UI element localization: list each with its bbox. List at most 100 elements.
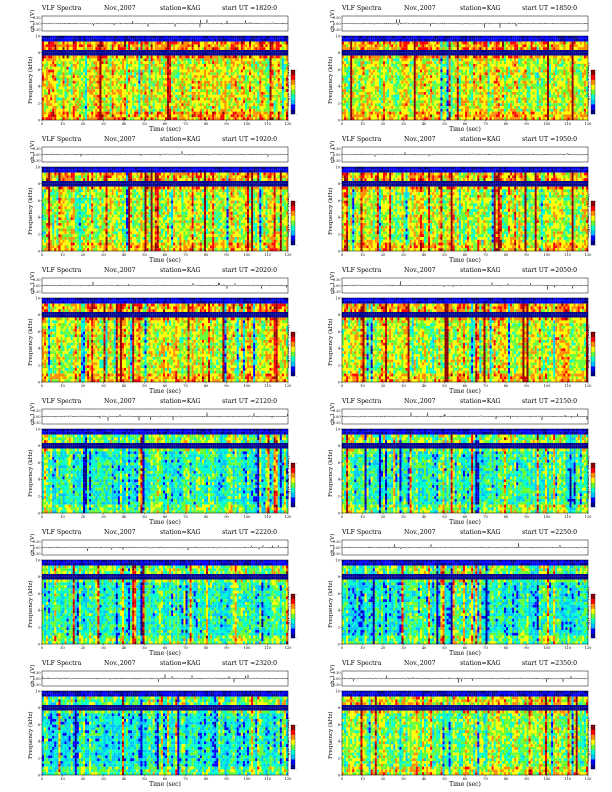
spectrogram-cell: [152, 117, 155, 121]
spectrogram-cell: [409, 83, 412, 87]
spectrogram-cell: [362, 72, 365, 76]
spectrogram-cell: [222, 69, 225, 73]
spectrogram-cell: [68, 80, 71, 84]
spectrogram-cell: [62, 89, 65, 93]
spectrogram-cell: [191, 69, 194, 73]
spectrogram-cell: [428, 114, 431, 118]
spectrogram-cell: [191, 83, 194, 87]
spectrogram-cell: [376, 94, 379, 98]
spectrogram-cell: [60, 61, 63, 65]
spectrogram-cell: [189, 111, 192, 115]
spectrogram-cell: [191, 44, 194, 48]
spectrogram-cell: [68, 100, 71, 104]
spectrogram-cell: [405, 114, 408, 118]
spectrogram-cell: [95, 106, 98, 109]
spectrogram-cell: [167, 89, 170, 93]
spectrogram-cell: [389, 69, 392, 73]
spectrogram-cell: [350, 83, 353, 87]
spectrogram-cell: [277, 111, 280, 115]
spectrogram-cell: [54, 108, 57, 112]
spectrogram-cell: [247, 44, 250, 48]
spectrogram-cell: [136, 61, 139, 65]
spectrogram-cell: [417, 92, 420, 95]
spectrogram-cell: [62, 78, 65, 81]
spectrogram-cell: [230, 83, 233, 87]
spectrogram-cell: [413, 66, 416, 70]
spectrogram-cell: [197, 92, 200, 95]
spectrogram-cell: [66, 75, 69, 79]
spectrogram-cell: [50, 58, 53, 62]
spectrogram-cell: [169, 80, 172, 84]
spectrogram-cell: [113, 52, 116, 56]
spectrogram-cell: [128, 97, 131, 101]
spectrogram-cell: [203, 83, 207, 87]
spectrogram-cell: [362, 41, 365, 45]
spectrogram-cell: [115, 100, 118, 104]
spectrogram-cell: [115, 108, 118, 112]
spectrogram-cell: [399, 58, 402, 62]
spectrogram-cell: [121, 72, 125, 76]
spectrogram-cell: [119, 106, 122, 109]
spectrogram-cell: [193, 117, 196, 121]
spectrogram-cell: [214, 47, 217, 51]
spectrogram-cell: [251, 64, 254, 67]
spectrogram-cell: [269, 97, 272, 101]
spectrogram-cell: [158, 78, 161, 81]
panel-station: station=KAG: [160, 4, 201, 14]
spectrogram-cell: [358, 108, 361, 112]
spectrogram-cell: [409, 114, 412, 118]
spectrogram-cell: [358, 86, 361, 90]
spectrogram-cell: [226, 64, 229, 67]
spectrogram-cell: [242, 41, 245, 45]
spectrogram-cell: [428, 66, 431, 70]
spectrogram-cell: [85, 103, 88, 107]
spectrogram-cell: [216, 61, 219, 65]
spectrogram-cell: [50, 106, 53, 109]
spectrogram-cell: [267, 78, 270, 81]
spectrogram-cell: [173, 52, 176, 56]
spectrogram-cell: [368, 55, 371, 59]
spectrogram-cell: [263, 61, 266, 65]
spectrogram-cell: [346, 41, 349, 45]
spectrogram-cell: [368, 80, 371, 84]
spectrogram-cell: [93, 66, 96, 70]
spectrogram-cell: [58, 100, 61, 104]
spectrogram-cell: [206, 58, 209, 62]
spectrogram-cell: [218, 72, 221, 76]
spectrogram-cell: [350, 44, 353, 48]
spectrogram-cell: [64, 92, 67, 95]
spectrogram-cell: [285, 52, 289, 56]
spectrogram-cell: [399, 92, 402, 95]
spectrogram-cell: [91, 75, 94, 79]
spectrogram-cell: [358, 83, 361, 87]
spectrogram-cell: [134, 97, 137, 101]
spectrogram-cell: [62, 75, 65, 79]
spectrogram-cell: [360, 106, 363, 109]
spectrogram-cell: [158, 108, 161, 112]
spectrogram-cell: [226, 86, 229, 90]
spectrogram-cell: [413, 64, 416, 67]
spectrogram-cell: [253, 94, 256, 98]
spectrogram-cell: [208, 94, 211, 98]
spectrogram-cell: [263, 94, 266, 98]
spectrogram-cell: [397, 58, 400, 62]
spectrogram-cell: [146, 66, 149, 70]
spectrogram-cell: [93, 36, 96, 39]
spectrogram-cell: [265, 72, 268, 76]
spectrogram-cell: [206, 103, 209, 107]
spectrogram-cell: [240, 66, 243, 70]
spectrogram-cell: [201, 72, 204, 76]
spectrogram-cell: [405, 83, 408, 87]
spectrogram-cell: [101, 97, 104, 101]
spectrogram-cell: [426, 72, 429, 76]
spectrogram-cell: [52, 66, 55, 70]
spectrogram-cell: [415, 52, 418, 56]
spectrogram-cell: [140, 38, 143, 42]
spectrogram-cell: [187, 83, 190, 87]
spectrogram-cell: [378, 66, 381, 70]
spectrogram-cell: [251, 94, 254, 98]
spectrogram-cell: [201, 44, 204, 48]
spectrogram-cell: [421, 97, 425, 101]
spectrogram-cell: [58, 106, 61, 109]
spectrogram-cell: [214, 86, 217, 90]
